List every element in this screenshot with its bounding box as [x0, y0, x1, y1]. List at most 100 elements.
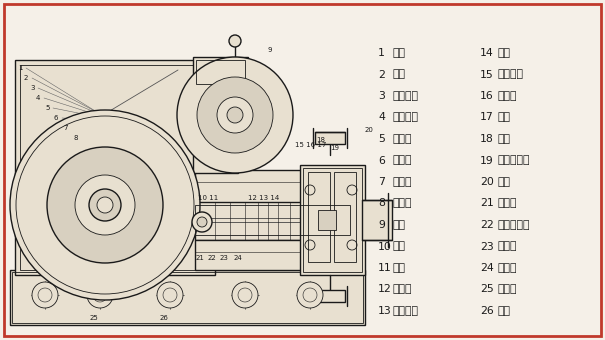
Circle shape [197, 77, 273, 153]
Text: 箱体: 箱体 [392, 241, 405, 252]
Text: 单向球阀: 单向球阀 [497, 69, 523, 80]
Circle shape [197, 217, 207, 227]
Text: 5: 5 [45, 105, 50, 111]
Text: 18: 18 [480, 134, 494, 144]
Text: 18: 18 [316, 137, 325, 143]
Bar [196, 60, 245, 84]
Bar [8, 8, 368, 332]
Text: 16: 16 [480, 91, 494, 101]
Text: 23: 23 [480, 241, 494, 252]
Text: 垫料压盖: 垫料压盖 [392, 306, 418, 316]
Text: 11: 11 [378, 263, 392, 273]
Text: 偏心轮: 偏心轮 [392, 134, 411, 144]
Circle shape [10, 110, 200, 300]
Text: 25: 25 [90, 315, 99, 321]
Text: 4: 4 [378, 113, 385, 122]
Circle shape [75, 175, 135, 235]
Text: 15: 15 [480, 69, 494, 80]
Text: 3: 3 [30, 85, 34, 91]
Text: 12: 12 [378, 285, 392, 294]
Text: 5: 5 [378, 134, 385, 144]
Text: 12 13 14: 12 13 14 [248, 195, 280, 201]
Text: 10: 10 [378, 241, 392, 252]
Text: 9: 9 [378, 220, 385, 230]
Bar [368, 8, 597, 332]
Circle shape [217, 97, 253, 133]
Text: 垫料架: 垫料架 [392, 285, 411, 294]
Circle shape [232, 282, 258, 308]
Text: 连杆销: 连杆销 [497, 199, 517, 208]
Text: 7: 7 [63, 125, 68, 131]
Text: 活塞环: 活塞环 [497, 91, 517, 101]
Text: 25: 25 [480, 285, 494, 294]
Text: 十字头: 十字头 [497, 241, 517, 252]
Text: 8: 8 [74, 135, 79, 141]
Bar [362, 200, 392, 240]
Text: 20: 20 [480, 177, 494, 187]
Circle shape [32, 282, 58, 308]
Text: 连杆罗丝: 连杆罗丝 [392, 113, 418, 122]
Bar [20, 65, 210, 270]
Text: 20: 20 [365, 127, 374, 133]
Bar [315, 290, 345, 302]
Text: 方油孔: 方油孔 [497, 285, 517, 294]
Text: 19: 19 [330, 145, 339, 151]
Bar [334, 172, 356, 262]
Text: 6: 6 [54, 115, 59, 121]
Text: 7: 7 [378, 177, 385, 187]
Text: 26: 26 [160, 315, 169, 321]
Bar [193, 155, 238, 173]
Text: 13: 13 [378, 306, 392, 316]
Bar [303, 168, 362, 272]
Text: 箱盖: 箱盖 [392, 48, 405, 58]
Text: 垫料: 垫料 [497, 48, 510, 58]
Text: 6: 6 [378, 155, 385, 166]
Circle shape [227, 107, 243, 123]
Circle shape [229, 35, 241, 47]
Text: 22: 22 [480, 220, 494, 230]
Text: 泵盖: 泵盖 [497, 177, 510, 187]
Text: 23: 23 [220, 255, 229, 261]
Circle shape [177, 57, 293, 173]
Text: 22: 22 [208, 255, 217, 261]
Text: 26: 26 [480, 306, 494, 316]
Bar [195, 170, 350, 202]
Text: 单向球阀座: 单向球阀座 [497, 155, 529, 166]
Text: 2: 2 [378, 69, 385, 80]
Text: 15 16 17: 15 16 17 [295, 142, 326, 148]
Text: 21: 21 [480, 199, 494, 208]
Bar [308, 172, 330, 262]
Text: 皮带轮: 皮带轮 [392, 199, 411, 208]
Text: 24: 24 [234, 255, 243, 261]
Circle shape [192, 212, 212, 232]
Text: 24: 24 [480, 263, 494, 273]
Text: 电机: 电机 [392, 220, 405, 230]
Bar [195, 205, 350, 235]
Text: 连杆: 连杆 [392, 69, 405, 80]
Bar [318, 210, 336, 230]
Text: 19: 19 [480, 155, 494, 166]
Text: 14: 14 [480, 48, 494, 58]
Text: 10 11: 10 11 [198, 195, 218, 201]
Circle shape [87, 282, 113, 308]
Bar [315, 132, 345, 144]
Bar [12, 272, 363, 323]
Text: 连杆小铜套: 连杆小铜套 [497, 220, 529, 230]
Text: 泵轴: 泵轴 [392, 263, 405, 273]
Circle shape [47, 147, 163, 263]
Text: 底盘: 底盘 [497, 306, 510, 316]
Bar [193, 57, 248, 87]
Text: 3: 3 [378, 91, 385, 101]
Bar [300, 165, 365, 275]
Bar [195, 200, 350, 240]
Text: 泵体: 泵体 [497, 134, 510, 144]
Bar [195, 240, 350, 270]
Text: 连杆铜套: 连杆铜套 [392, 91, 418, 101]
Text: 加油孔: 加油孔 [392, 155, 411, 166]
Circle shape [157, 282, 183, 308]
Text: 往复缸: 往复缸 [497, 263, 517, 273]
Text: 8: 8 [378, 199, 385, 208]
Circle shape [297, 282, 323, 308]
Text: 齿轮油: 齿轮油 [392, 177, 411, 187]
Text: 2: 2 [24, 75, 28, 81]
